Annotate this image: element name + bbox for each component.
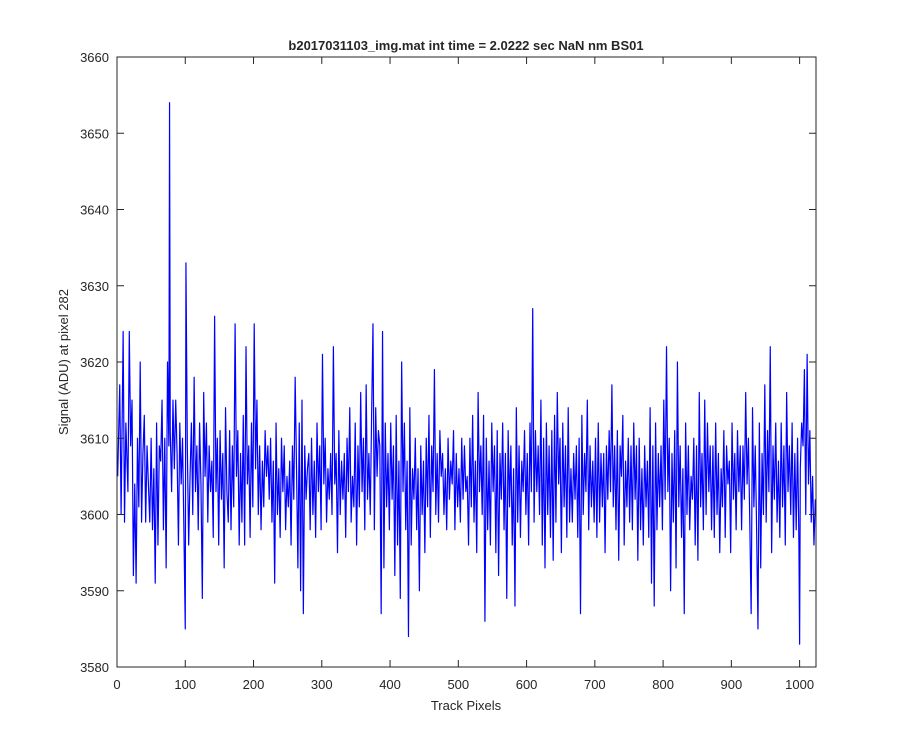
x-tick-label: 800: [652, 677, 674, 692]
axes-layer: 0 100 200 300 400 500 600 700 800 900 1000 3580 3590…: [80, 50, 817, 692]
y-tick-label: 3620: [80, 355, 109, 370]
chart-title: b2017031103_img.mat int time = 2.0222 se…: [288, 38, 643, 53]
plot-background: [117, 57, 816, 667]
x-axis-label: Track Pixels: [431, 698, 502, 713]
x-tick-label: 0: [113, 677, 120, 692]
y-tick-label: 3600: [80, 508, 109, 523]
y-axis-label: Signal (ADU) at pixel 282: [56, 289, 71, 435]
x-tick-label: 900: [721, 677, 743, 692]
x-tick-label: 200: [243, 677, 265, 692]
y-tick-label: 3660: [80, 50, 109, 65]
plot-area: 0 100 200 300 400 500 600 700 800 900 1000 3580 3590…: [80, 50, 817, 692]
y-tick-label: 3640: [80, 203, 109, 218]
x-tick-label: 400: [379, 677, 401, 692]
x-tick-label: 600: [516, 677, 538, 692]
x-tick-label: 500: [447, 677, 469, 692]
y-tick-label: 3610: [80, 431, 109, 446]
series-line: [117, 102, 816, 645]
y-tick-label: 3650: [80, 126, 109, 141]
y-tick-label: 3590: [80, 584, 109, 599]
y-tick-label: 3580: [80, 660, 109, 675]
y-tick-label: 3630: [80, 279, 109, 294]
x-tick-label: 300: [311, 677, 333, 692]
x-tick-label: 700: [584, 677, 606, 692]
series-layer: [117, 102, 816, 645]
x-tick-label: 100: [174, 677, 196, 692]
x-tick-label: 1000: [785, 677, 814, 692]
